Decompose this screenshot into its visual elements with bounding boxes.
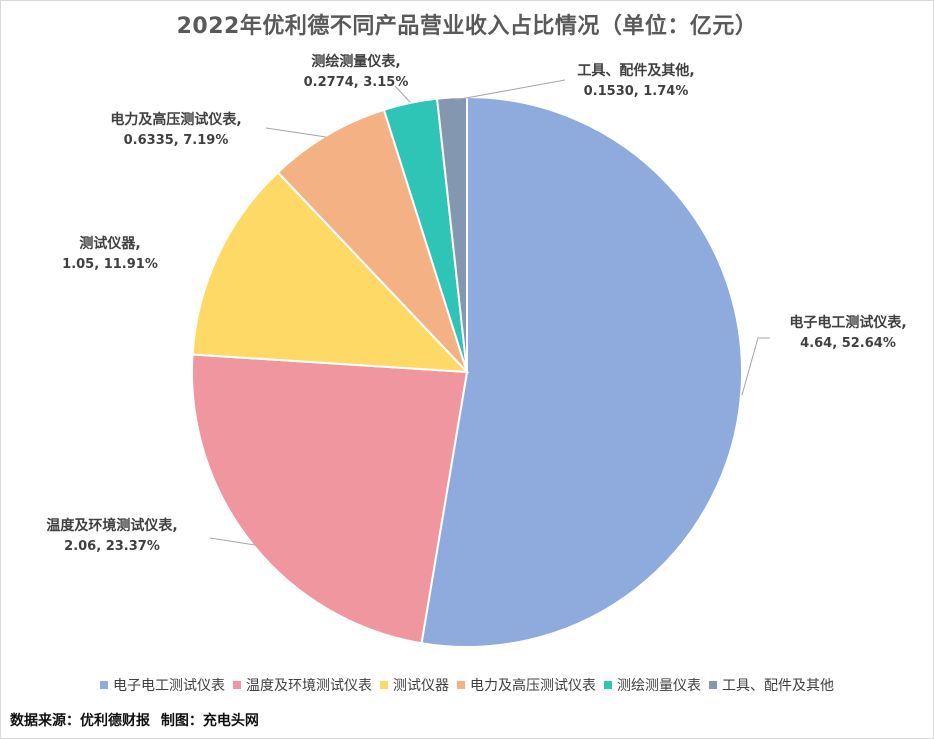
legend-swatch xyxy=(709,681,717,689)
data-label-name: 测试仪器, xyxy=(79,235,140,252)
legend-swatch xyxy=(100,681,108,689)
data-label-name: 工具、配件及其他, xyxy=(577,62,694,79)
pie-slice xyxy=(191,170,470,374)
legend-swatch xyxy=(604,681,612,689)
data-label-value: 1.05, 11.91% xyxy=(62,257,158,272)
data-label-value: 0.2774, 3.15% xyxy=(304,75,409,90)
legend-item: 工具、配件及其他 xyxy=(709,675,834,695)
leader-line xyxy=(394,85,411,103)
footer: 数据来源：优利德财报 制图：充电头网 xyxy=(10,710,265,730)
legend-label: 测试仪器 xyxy=(393,678,449,694)
data-labels: 电子电工测试仪表, 4.64, 52.64% 温度及环境测试仪表, 2.06, 23.… xyxy=(46,53,906,554)
data-label-name: 电子电工测试仪表, xyxy=(789,314,906,331)
legend-swatch xyxy=(380,681,388,689)
legend-item: 测试仪器 xyxy=(380,675,449,695)
leader-line xyxy=(454,79,566,101)
data-label-value: 0.6335, 7.19% xyxy=(124,133,229,148)
pie-slice xyxy=(276,108,468,373)
legend-label: 工具、配件及其他 xyxy=(722,678,834,694)
legend-label: 测绘测量仪表 xyxy=(617,678,701,694)
legend-swatch xyxy=(233,681,241,689)
legend-swatch xyxy=(457,681,465,689)
legend-item: 测绘测量仪表 xyxy=(604,675,701,695)
pie-slices xyxy=(191,95,743,648)
legend: 电子电工测试仪表 温度及环境测试仪表 测试仪器 电力及高压测试仪表 测绘测量仪表… xyxy=(0,675,934,695)
pie-slice xyxy=(435,95,468,373)
source-text: 数据来源：优利德财报 xyxy=(10,713,150,729)
pie-chart: 电子电工测试仪表, 4.64, 52.64% 温度及环境测试仪表, 2.06, 23.… xyxy=(46,53,907,648)
legend-item: 电力及高压测试仪表 xyxy=(457,675,596,695)
data-label-name: 温度及环境测试仪表, xyxy=(46,517,177,534)
data-label-value: 4.64, 52.64% xyxy=(800,336,896,351)
data-label-name: 电力及高压测试仪表, xyxy=(110,111,241,128)
leader-line xyxy=(265,127,327,138)
legend-label: 温度及环境测试仪表 xyxy=(246,678,372,694)
credit-text: 制图：充电头网 xyxy=(160,713,259,729)
legend-label: 电力及高压测试仪表 xyxy=(470,678,596,694)
legend-item: 电子电工测试仪表 xyxy=(100,675,225,695)
legend-item: 温度及环境测试仪表 xyxy=(233,675,372,695)
data-label-value: 0.1530, 1.74% xyxy=(584,84,689,99)
pie-slice xyxy=(420,95,743,648)
leader-lines xyxy=(209,79,770,546)
pie-slice xyxy=(191,353,469,645)
chart-title: 2022年优利德不同产品营业收入占比情况（单位：亿元） xyxy=(176,14,758,39)
data-label-value: 2.06, 23.37% xyxy=(64,539,160,554)
leader-line xyxy=(741,337,770,396)
data-label-name: 测绘测量仪表, xyxy=(311,53,400,70)
leader-line xyxy=(209,537,256,546)
legend-label: 电子电工测试仪表 xyxy=(113,678,225,694)
